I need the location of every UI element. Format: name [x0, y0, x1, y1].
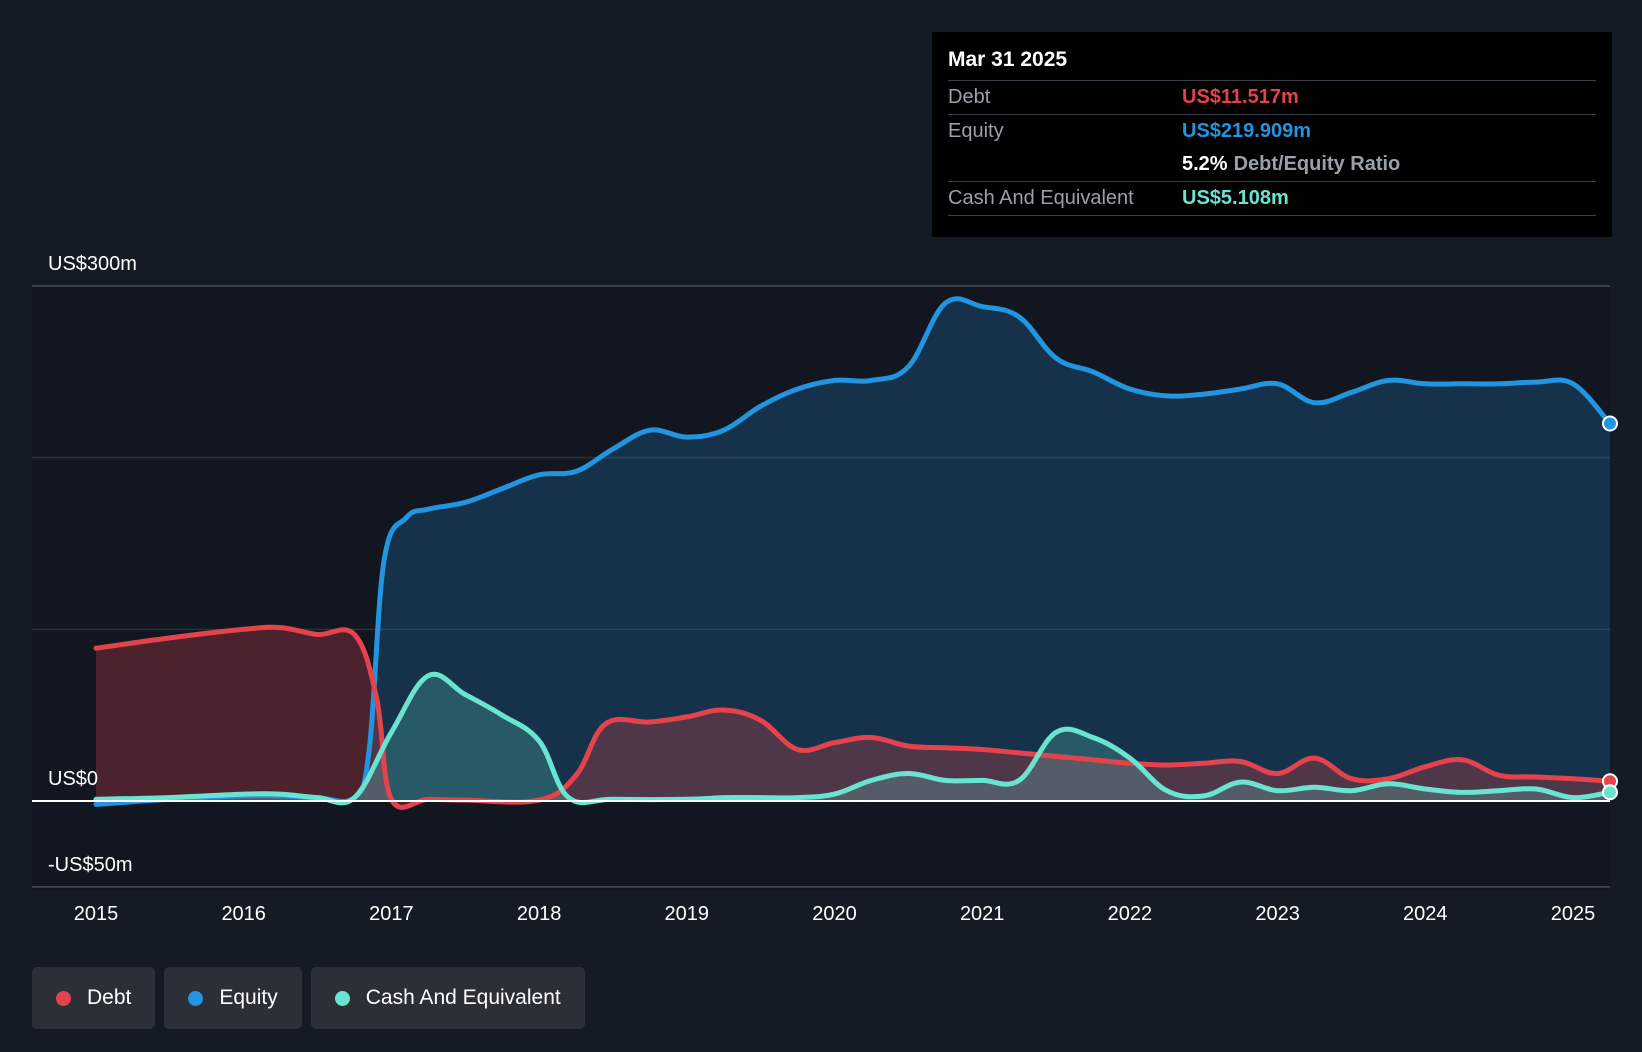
y-axis-labels: US$300m US$0 -US$50m	[48, 253, 137, 876]
tooltip-ratio-label: Debt/Equity Ratio	[1233, 153, 1401, 175]
cash-dot-icon	[334, 990, 350, 1006]
equity-dot-icon	[188, 990, 204, 1006]
tooltip-date: Mar 31 2025	[948, 46, 1596, 81]
tooltip-equity-row: Equity US$219.909m	[948, 115, 1596, 148]
x-tick-label: 2022	[1108, 903, 1153, 925]
x-tick-label: 2020	[812, 903, 857, 925]
cash-area	[96, 674, 1610, 803]
tooltip-panel: Mar 31 2025 Debt US$11.517m Equity US$21…	[932, 32, 1612, 237]
tooltip-cash-value: US$5.108m	[1182, 187, 1289, 209]
tooltip-debt-row: Debt US$11.517m	[948, 81, 1596, 115]
tooltip-ratio-row: 5.2% Debt/Equity Ratio	[948, 148, 1596, 182]
cash-end-marker[interactable]	[1602, 784, 1618, 801]
tooltip-debt-label: Debt	[948, 86, 991, 108]
debt-dot-icon	[56, 990, 71, 1006]
x-tick-label: 2015	[74, 903, 119, 925]
legend-label-cash: Cash And Equivalent	[365, 986, 561, 1009]
x-tick-label: 2021	[960, 903, 1005, 925]
x-tick-label: 2023	[1255, 903, 1300, 925]
legend-item-equity[interactable]: Equity	[164, 967, 302, 1029]
equity-end-marker[interactable]	[1602, 415, 1618, 432]
tooltip-debt-value: US$11.517m	[1182, 86, 1299, 108]
x-tick-label: 2024	[1403, 903, 1448, 925]
legend: Debt Equity Cash And Equivalent	[32, 967, 585, 1029]
legend-item-cash[interactable]: Cash And Equivalent	[310, 967, 585, 1029]
debt-line	[93, 624, 1613, 810]
x-axis-labels: 2015 2016 2017 2018 2019 2020 2021 2022 2023 2024…	[74, 903, 1596, 925]
tooltip-cash-row: Cash And Equivalent US$5.108m	[948, 182, 1596, 216]
tooltip-equity-label: Equity	[948, 120, 1004, 142]
x-tick-label: 2017	[369, 903, 414, 925]
tooltip-ratio-value: 5.2%	[1182, 153, 1228, 175]
y-axis-label: US$0	[48, 768, 98, 790]
legend-label-equity: Equity	[219, 986, 278, 1009]
legend-item-debt[interactable]: Debt	[32, 967, 156, 1029]
x-tick-label: 2025	[1551, 903, 1596, 925]
legend-label-debt: Debt	[87, 986, 132, 1009]
tooltip-equity-value: US$219.909m	[1182, 120, 1311, 142]
y-axis-label: US$300m	[48, 253, 137, 275]
x-tick-label: 2016	[221, 903, 266, 925]
equity-line	[93, 296, 1613, 807]
end-markers	[1602, 415, 1618, 801]
equity-area	[96, 298, 1610, 805]
x-tick-label: 2018	[517, 903, 562, 925]
cash-line	[93, 671, 1613, 806]
series-lines	[32, 296, 1613, 810]
y-axis-label: -US$50m	[48, 854, 132, 876]
tooltip-cash-label: Cash And Equivalent	[948, 187, 1134, 209]
x-tick-label: 2019	[665, 903, 710, 925]
